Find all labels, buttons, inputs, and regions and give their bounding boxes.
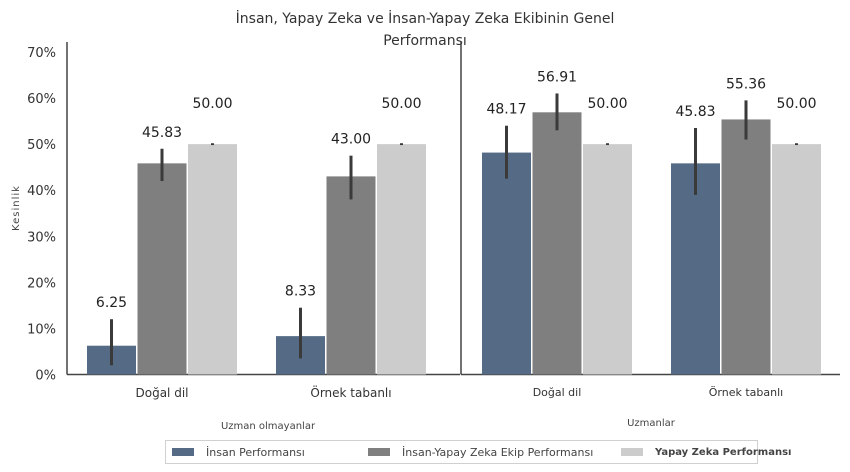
legend-item-team: İnsan-Yapay Zeka Ekip Performansı [368,441,593,463]
data-label: 48.17 [486,102,526,118]
legend-label-team: İnsan-Yapay Zeka Ekip Performansı [402,445,594,459]
bar [671,163,720,375]
bar [583,144,632,375]
y-tick-label: 30% [27,230,56,245]
legend-swatch-human [172,448,194,456]
data-label: 6.25 [96,295,127,311]
y-tick-label: 40% [27,184,56,199]
y-tick-label: 10% [27,322,56,337]
y-tick-label: 0% [35,369,56,384]
bar [326,176,376,375]
data-label: 45.83 [142,125,182,141]
y-axis-label: Kesinlik [11,185,22,231]
legend-item-human: İnsan Performansı [172,441,305,463]
x-tick-label: Doğal dil [136,386,189,400]
y-tick-label: 50% [27,138,56,153]
x-tick-label: Örnek tabanlı [310,384,391,400]
bar [721,119,771,375]
group-label: Uzman olmayanlar [221,421,316,432]
data-label: 55.36 [726,76,766,92]
data-label: 45.83 [675,104,715,120]
bar [188,144,237,375]
bar [137,163,187,375]
legend: İnsan Performansı İnsan-Yapay Zeka Ekip … [165,440,791,464]
data-label: 8.33 [285,284,316,300]
bar [532,112,582,375]
legend-label-human: İnsan Performansı [206,445,305,459]
legend-item-ai: Yapay Zeka Performansı [621,441,791,463]
y-tick-label: 70% [27,46,56,61]
y-tick-label: 60% [27,92,56,107]
x-tick-label: Doğal dil [533,386,582,399]
bar [772,144,821,375]
legend-swatch-team [368,448,390,456]
bar [377,144,426,375]
x-tick-label: Örnek tabanlı [709,386,783,399]
legend-swatch-ai [621,448,643,456]
data-label: 50.00 [381,96,421,112]
data-label: 50.00 [192,96,232,112]
data-label: 56.91 [537,69,577,85]
legend-label-ai: Yapay Zeka Performansı [655,446,792,458]
y-tick-label: 20% [27,276,56,291]
data-label: 50.00 [776,96,816,112]
data-label: 50.00 [587,96,627,112]
chart-title: İnsan, Yapay Zeka ve İnsan-Yapay Zeka Ek… [235,11,615,49]
bar [482,152,531,375]
data-label: 43.00 [331,132,371,148]
group-label: Uzmanlar [627,418,676,429]
